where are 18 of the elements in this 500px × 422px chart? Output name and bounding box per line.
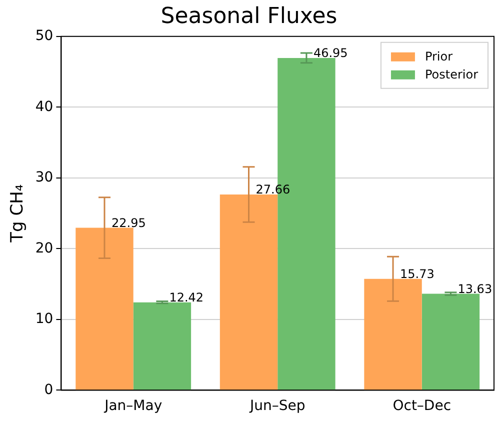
data-label: 22.95 [111, 216, 146, 230]
data-label: 12.42 [169, 290, 204, 304]
x-tick-label: Oct–Dec [392, 398, 452, 414]
chart-title: Seasonal Fluxes [160, 4, 338, 29]
data-label: 46.95 [313, 46, 348, 60]
y-tick-label: 10 [35, 311, 54, 328]
legend-label: Posterior [424, 68, 478, 82]
y-tick-label: 50 [35, 28, 54, 44]
x-tick-label: Jun–Sep [248, 398, 306, 414]
y-tick-label: 20 [35, 240, 54, 256]
y-axis-title: Tg CH₄ [8, 184, 28, 244]
x-tick-label: Jan–May [104, 398, 162, 414]
y-tick-label: 30 [35, 170, 54, 186]
data-label: 15.73 [400, 267, 434, 282]
legend-label: Prior [424, 50, 453, 64]
y-tick-label: 40 [35, 98, 54, 115]
y-tick-label: 0 [44, 382, 54, 398]
data-label: 13.63 [458, 282, 492, 296]
